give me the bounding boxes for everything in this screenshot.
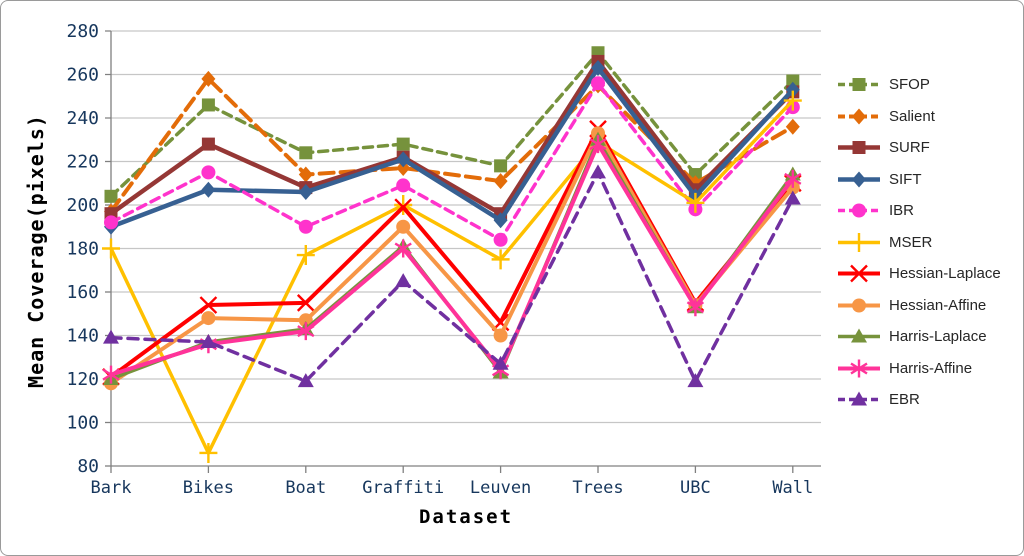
y-tick-label: 260 — [66, 65, 99, 86]
legend-label: SURF — [889, 139, 930, 156]
x-tick-label: UBC — [680, 478, 711, 498]
legend-marker-icon — [838, 78, 880, 91]
legend-item-ibr: IBR — [837, 201, 1001, 220]
y-tick-label: 180 — [66, 239, 99, 260]
x-tick-label: Boat — [285, 478, 326, 498]
series-EBR — [103, 164, 801, 388]
legend-marker-icon — [838, 171, 880, 187]
legend-item-harris-affine: Harris-Affine — [837, 359, 1001, 378]
y-tick-label: 120 — [66, 369, 99, 390]
legend-marker-icon — [838, 108, 880, 124]
legend-marker-icon — [838, 264, 880, 283]
legend-label: SIFT — [889, 170, 922, 188]
legend-item-harris-laplace: Harris-Laplace — [837, 327, 1001, 346]
y-tick-label: 200 — [66, 195, 99, 216]
x-tick-label: Trees — [572, 478, 623, 498]
x-axis-title: Dataset — [418, 506, 514, 528]
legend-item-mser: MSER — [837, 232, 1001, 252]
chart-legend: SFOP Salient SURF SIFT IBR MSER Hessian-Laplac… — [837, 75, 1001, 409]
series-SIFT — [104, 59, 800, 235]
x-tick-label: Wall — [772, 478, 813, 498]
legend-label: IBR — [889, 202, 915, 219]
series-IBR — [104, 76, 800, 247]
legend-item-surf: SURF — [837, 138, 1001, 157]
legend-label: Hessian-Laplace — [889, 265, 1001, 282]
legend-marker-icon — [838, 141, 880, 154]
y-tick-label: 140 — [66, 326, 99, 347]
legend-item-ebr: EBR — [837, 390, 1001, 409]
legend-item-sift: SIFT — [837, 170, 1001, 189]
x-tick-label: Graffiti — [362, 478, 444, 498]
y-tick-label: 160 — [66, 282, 99, 303]
legend-label: EBR — [889, 391, 920, 408]
y-tick-label: 240 — [66, 108, 99, 129]
legend-item-salient: Salient — [837, 107, 1001, 126]
legend-marker-icon — [838, 391, 880, 406]
legend-label: Harris-Affine — [889, 359, 973, 377]
legend-label: MSER — [889, 233, 933, 251]
x-tick-label: Bark — [91, 478, 132, 498]
y-tick-label: 100 — [66, 413, 99, 434]
legend-label: Harris-Laplace — [889, 328, 987, 345]
legend-marker-icon — [838, 328, 880, 343]
legend-label: Hessian-Affine — [889, 296, 987, 314]
series-SFOP — [104, 46, 800, 203]
legend-marker-icon — [838, 359, 880, 377]
legend-label: Salient — [889, 107, 935, 125]
series-MSER — [102, 90, 802, 463]
y-tick-label: 220 — [66, 152, 99, 173]
legend-marker-icon — [838, 203, 880, 218]
legend-item-hessian-affine: Hessian-Affine — [837, 296, 1001, 315]
gridlines — [105, 30, 821, 473]
y-tick-label: 280 — [66, 21, 99, 42]
legend-item-hessian-laplace: Hessian-Laplace — [837, 264, 1001, 283]
x-tick-label: Bikes — [183, 478, 234, 498]
legend-item-sfop: SFOP — [837, 75, 1001, 94]
y-tick-label: 80 — [77, 456, 99, 477]
legend-marker-icon — [838, 232, 880, 252]
legend-label: SFOP — [889, 76, 930, 93]
axis-tick-labels: 80 100 120 140 160 180 200 220 240 260 280 Bark Bike… — [66, 21, 813, 498]
x-tick-label: Leuven — [470, 478, 531, 498]
legend-marker-icon — [838, 298, 880, 312]
y-axis-title: Mean Coverage(pixels) — [24, 114, 48, 388]
